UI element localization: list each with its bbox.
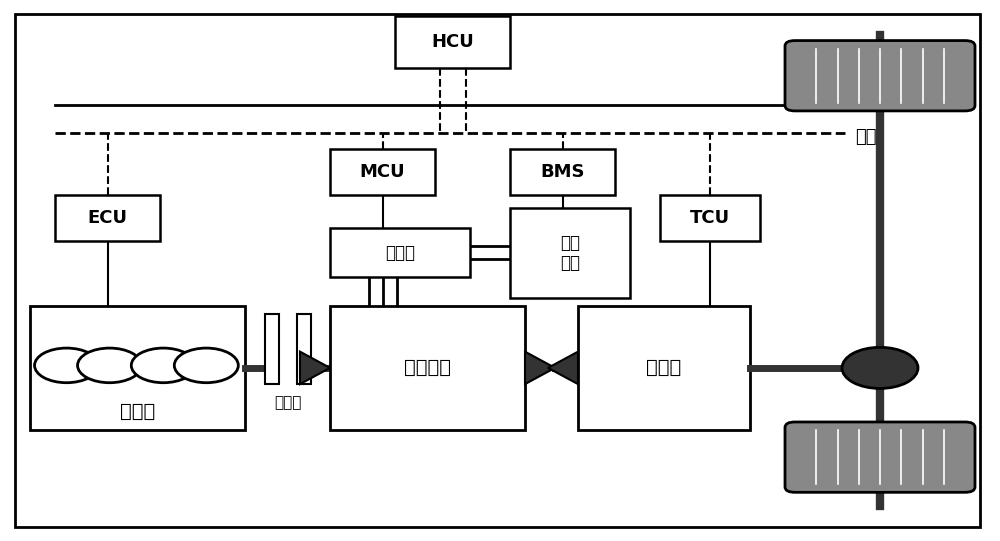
Text: TCU: TCU [690,209,730,227]
Bar [30,306,245,430]
Bar [578,306,750,430]
Circle shape [35,348,99,382]
Bar [297,314,311,384]
FancyBboxPatch shape [785,422,975,492]
Text: HCU: HCU [431,33,474,51]
Text: 发动机: 发动机 [120,402,155,421]
Circle shape [78,348,142,382]
Text: 动力
电池: 动力 电池 [560,234,580,272]
Bar [330,306,525,430]
Bar [660,195,760,241]
Text: 总线: 总线 [855,128,876,146]
Text: 变速箱: 变速箱 [646,358,682,378]
Bar [330,228,470,277]
Text: CAN: CAN [855,95,897,114]
Text: 逆变器: 逆变器 [385,243,415,262]
Polygon shape [300,352,330,384]
Text: ECU: ECU [88,209,128,227]
Text: MCU: MCU [360,163,405,181]
FancyBboxPatch shape [785,41,975,111]
Bar [510,208,630,298]
Bar [330,149,435,195]
Bar [395,16,510,68]
Bar [510,149,615,195]
Circle shape [174,348,238,382]
Polygon shape [525,352,555,384]
Circle shape [842,347,918,388]
Text: 离合器: 离合器 [274,395,302,411]
Text: 驱动电机: 驱动电机 [404,358,451,378]
Text: BMS: BMS [540,163,585,181]
Circle shape [131,348,195,382]
Bar [55,195,160,241]
Polygon shape [548,352,578,384]
Bar [265,314,279,384]
